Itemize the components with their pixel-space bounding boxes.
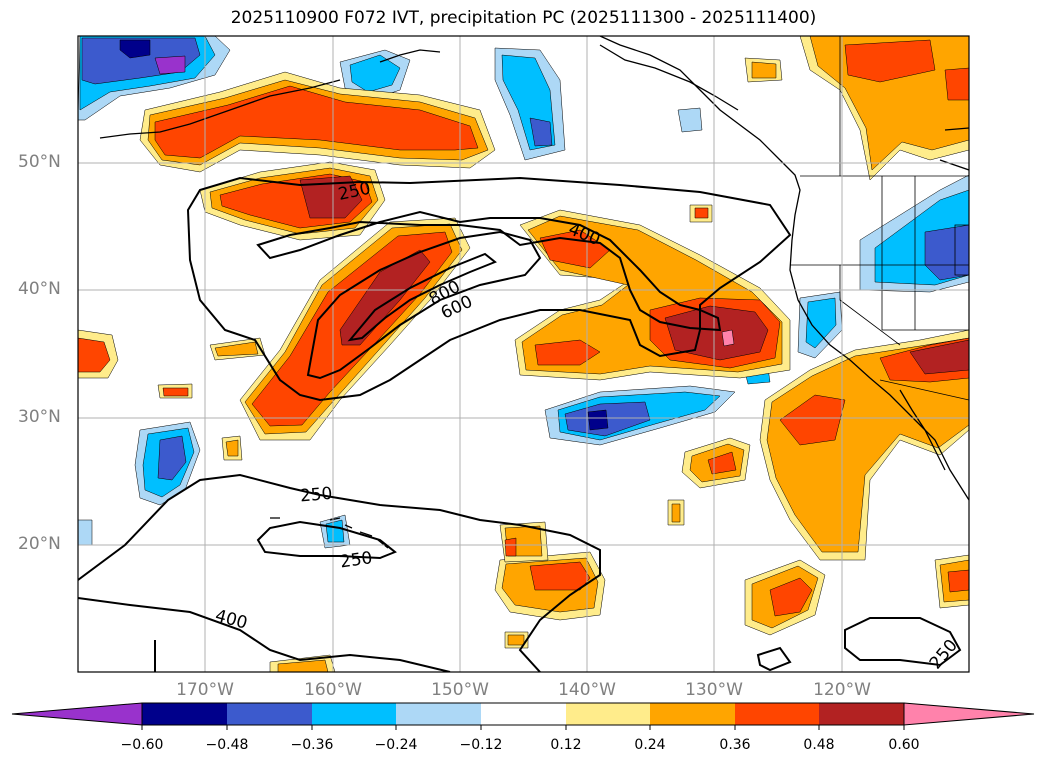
ivt-contour-250-se xyxy=(844,617,962,667)
lon-tick-label: 120°W xyxy=(813,680,871,700)
ivt-contour-400-north xyxy=(256,210,722,332)
ivt-contours xyxy=(78,176,962,672)
colorbar-tick-label: 0.12 xyxy=(550,737,582,753)
ivt-contour-250-north xyxy=(186,176,792,402)
political-borders xyxy=(790,36,969,401)
ivt-contour-400-south xyxy=(78,597,451,672)
colorbar xyxy=(11,702,1035,730)
lon-tick-label: 150°W xyxy=(431,680,489,700)
ivt-contour-600 xyxy=(306,230,542,380)
lat-tick-label: 40°N xyxy=(18,279,61,299)
colorbar-bin xyxy=(650,703,735,725)
colorbar-tick-label: 0.60 xyxy=(888,737,920,753)
colorbar-bin xyxy=(566,703,650,725)
colorbar-tick-label: −0.48 xyxy=(205,737,249,753)
ivt-contour-800 xyxy=(347,252,497,342)
lon-tick-label: 130°W xyxy=(685,680,743,700)
ivt-contour-250-south xyxy=(78,473,601,672)
colorbar-tick-label: −0.24 xyxy=(374,737,418,753)
colorbar-tick-label: 0.48 xyxy=(803,737,835,753)
coastlines xyxy=(99,36,969,549)
colorbar-bin xyxy=(396,703,481,725)
colorbar-tick-label: 0.36 xyxy=(719,737,751,753)
lat-tick-label: 30°N xyxy=(18,407,61,427)
colorbar-tick-label: 0.24 xyxy=(634,737,666,753)
lon-tick-label: 170°W xyxy=(176,680,234,700)
colorbar-min-extension xyxy=(11,702,143,726)
lat-tick-label: 50°N xyxy=(18,152,61,172)
lon-tick-label: 140°W xyxy=(558,680,616,700)
negative-precip-shading xyxy=(78,36,969,549)
colorbar-max-extension xyxy=(903,702,1035,726)
map-plot-area xyxy=(78,36,969,672)
colorbar-bin xyxy=(312,703,396,725)
colorbar-tick-label: −0.36 xyxy=(290,737,334,753)
grid-lines xyxy=(78,36,969,672)
colorbar-bin xyxy=(227,703,312,725)
lon-tick-label: 160°W xyxy=(304,680,362,700)
map-title: 2025110900 F072 IVT, precipitation PC (2… xyxy=(230,8,817,28)
colorbar-bin xyxy=(819,703,904,725)
colorbar-bin xyxy=(142,703,227,725)
ivt-contour-250-hawaii xyxy=(256,520,397,560)
colorbar-bin xyxy=(481,703,566,725)
contour-label: 250 xyxy=(299,484,333,507)
lat-tick-label: 20°N xyxy=(18,534,61,554)
map-frame xyxy=(77,35,970,673)
contour-label: 250 xyxy=(339,548,374,572)
colorbar-tick-label: −0.12 xyxy=(459,737,503,753)
colorbar-tick-label: −0.60 xyxy=(120,737,164,753)
colorbar-bin xyxy=(735,703,819,725)
